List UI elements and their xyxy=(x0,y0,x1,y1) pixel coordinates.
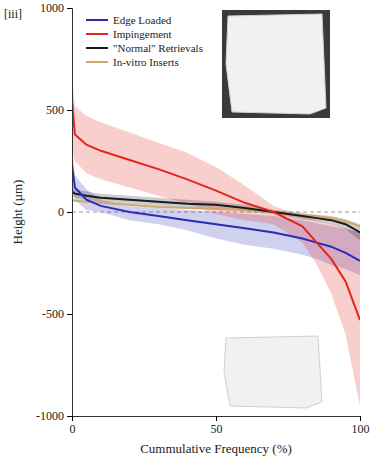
axis-line xyxy=(67,9,73,417)
series-line xyxy=(72,165,360,261)
x-axis: 0 50 100 xyxy=(70,416,370,436)
legend-swatch xyxy=(86,19,108,21)
tick: -1000 xyxy=(36,409,72,423)
inset-photo xyxy=(224,336,322,408)
inset-background xyxy=(222,10,330,118)
y-axis: -1000 -500 0 500 1000 xyxy=(36,1,73,423)
legend-entry: Edge Loaded xyxy=(86,14,172,26)
legend-swatch xyxy=(86,33,108,35)
x-axis-title: Cummulative Frequency (%) xyxy=(140,441,292,456)
tick-label: -1000 xyxy=(36,409,64,423)
tick-mark xyxy=(67,212,72,213)
tick: 50 xyxy=(211,416,223,436)
tick-mark xyxy=(216,416,217,421)
tick-label: 0 xyxy=(70,422,76,436)
tick: 500 xyxy=(46,103,72,117)
tick-mark xyxy=(360,416,361,421)
tick: 0 xyxy=(70,416,76,436)
tick-label: 0 xyxy=(58,205,64,219)
y-axis-title: Height (µm) xyxy=(10,180,25,245)
legend-swatch xyxy=(86,47,108,49)
band xyxy=(72,188,360,241)
tick-label: 1000 xyxy=(40,1,64,15)
legend-label: Impingement xyxy=(113,28,172,40)
legend-entry: Impingement xyxy=(86,28,172,40)
tick-mark xyxy=(67,8,72,9)
tick: 100 xyxy=(352,416,370,436)
panel-label: [iii] xyxy=(4,7,22,21)
legend-entry: In-vitro Inserts xyxy=(86,56,179,68)
tick: 1000 xyxy=(40,1,72,15)
inset-insert xyxy=(224,336,322,408)
legend-entry: "Normal" Retrievals xyxy=(86,42,203,54)
tick: -500 xyxy=(42,307,72,321)
tick-label: -500 xyxy=(42,307,64,321)
data-area xyxy=(72,73,360,406)
tick-label: 500 xyxy=(46,103,64,117)
band xyxy=(72,73,360,406)
tick-mark xyxy=(67,314,72,315)
inset-photo xyxy=(222,10,330,118)
tick-label: 100 xyxy=(352,422,370,436)
legend-label: In-vitro Inserts xyxy=(113,56,179,68)
tick-mark xyxy=(67,110,72,111)
tick-mark xyxy=(67,416,72,417)
chart: -1000 -500 0 500 1000 0 50 100 Edge Loaded Imping… xyxy=(0,0,380,461)
plot: -1000 -500 0 500 1000 0 50 100 Edge Loaded Imping… xyxy=(36,1,370,435)
tick-label: 50 xyxy=(211,422,223,436)
inset-insert xyxy=(226,14,326,114)
legend-swatch xyxy=(86,61,108,63)
legend-label: Edge Loaded xyxy=(113,14,172,26)
tick: 0 xyxy=(58,205,72,219)
legend-label: "Normal" Retrievals xyxy=(113,42,203,54)
series-line xyxy=(72,192,360,233)
legend: Edge Loaded Impingement "Normal" Retrieval… xyxy=(86,14,203,68)
axis-line xyxy=(73,417,361,422)
tick-mark xyxy=(72,416,73,421)
series-line xyxy=(72,100,360,320)
series-line xyxy=(72,200,360,227)
